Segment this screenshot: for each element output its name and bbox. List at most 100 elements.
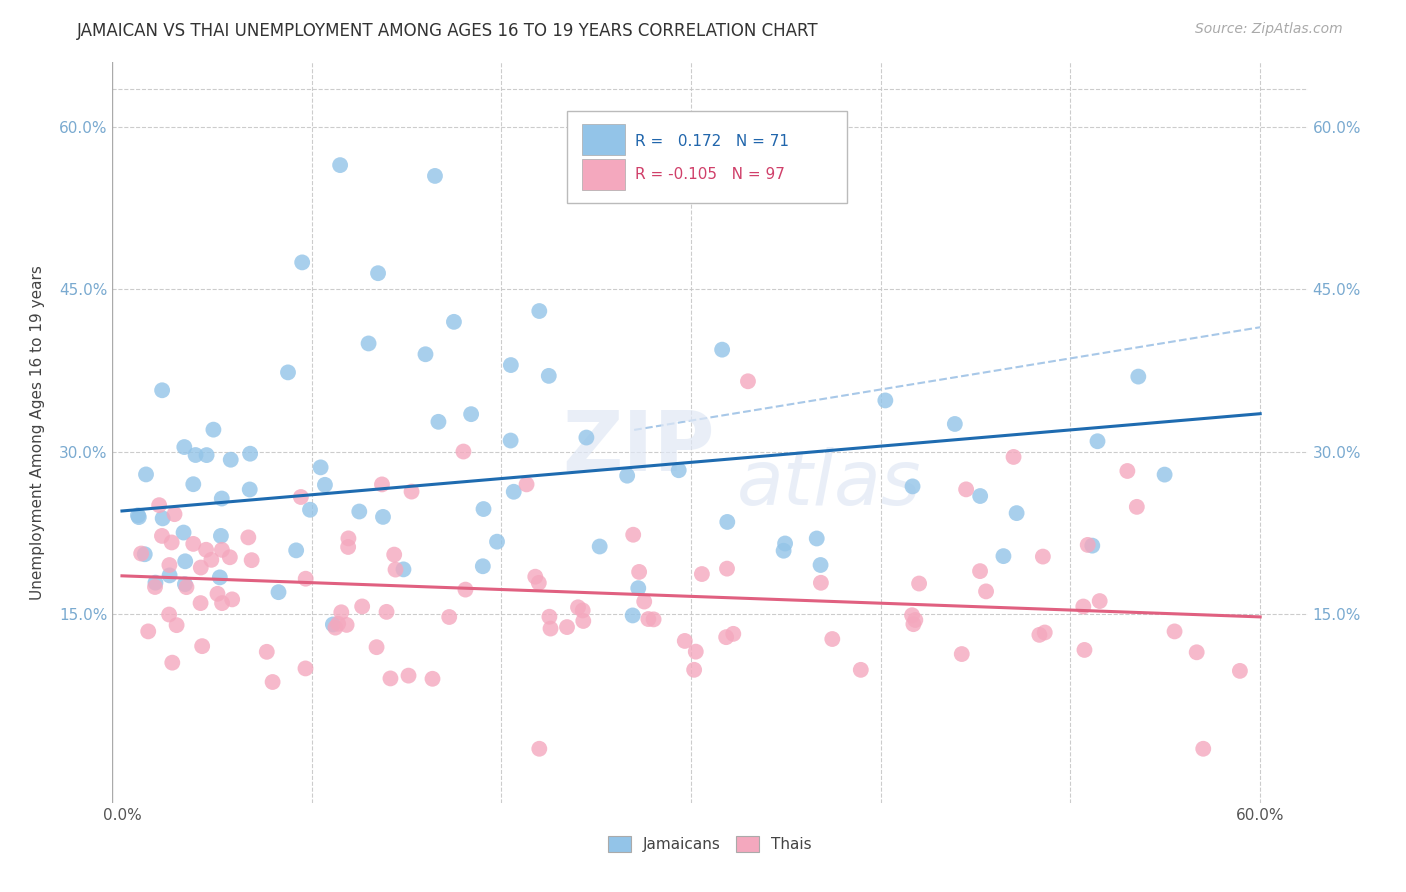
Point [267, 585, 290, 599]
Point [152, 511, 174, 525]
Point [1185, 645, 1208, 659]
Point [135, 467, 157, 482]
Text: R =   0.172   N = 71: R = 0.172 N = 71 [634, 135, 789, 149]
Point [1032, 549, 1054, 564]
Point [136, 624, 159, 639]
Point [352, 599, 374, 614]
Point [1087, 434, 1109, 449]
Point [294, 572, 316, 586]
Point [901, 479, 924, 493]
Point [714, 630, 737, 644]
Point [184, 448, 207, 462]
Point [209, 529, 232, 543]
Point [326, 616, 349, 631]
Point [1163, 624, 1185, 639]
Point [190, 560, 212, 574]
Point [471, 559, 494, 574]
Point [901, 608, 924, 623]
Point [621, 608, 644, 623]
Point [443, 315, 465, 329]
Point [239, 483, 262, 497]
Point [367, 266, 389, 280]
Point [572, 614, 595, 628]
Point [502, 484, 524, 499]
Point [330, 605, 353, 619]
Point [571, 603, 593, 617]
Point [969, 564, 991, 578]
Point [200, 553, 222, 567]
Text: atlas: atlas [737, 448, 922, 522]
Point [439, 610, 461, 624]
Point [690, 567, 713, 582]
Point [1071, 599, 1094, 614]
Point [157, 558, 180, 572]
Point [673, 634, 696, 648]
Point [219, 452, 242, 467]
Point [337, 540, 360, 554]
Point [314, 478, 336, 492]
Point [371, 509, 394, 524]
Point [336, 618, 359, 632]
Point [163, 507, 186, 521]
Point [1081, 539, 1104, 553]
Point [162, 656, 184, 670]
Point [290, 490, 312, 504]
Point [181, 477, 204, 491]
Point [628, 565, 651, 579]
Point [723, 627, 745, 641]
Point [540, 622, 562, 636]
Point [256, 645, 278, 659]
Point [337, 532, 360, 546]
Point [148, 498, 170, 512]
Y-axis label: Unemployment Among Ages 16 to 19 years: Unemployment Among Ages 16 to 19 years [31, 265, 45, 600]
Point [621, 527, 644, 541]
Point [174, 577, 197, 591]
Point [711, 343, 734, 357]
Point [239, 447, 262, 461]
Point [486, 534, 509, 549]
Point [357, 336, 380, 351]
Point [821, 632, 844, 646]
Point [325, 621, 347, 635]
Point [716, 561, 738, 575]
Text: JAMAICAN VS THAI UNEMPLOYMENT AMONG AGES 16 TO 19 YEARS CORRELATION CHART: JAMAICAN VS THAI UNEMPLOYMENT AMONG AGES… [77, 22, 818, 40]
Point [773, 536, 796, 550]
Point [150, 384, 173, 398]
Point [460, 407, 482, 421]
Point [627, 581, 650, 595]
Point [211, 542, 233, 557]
Point [423, 169, 446, 183]
Point [366, 640, 388, 655]
Point [499, 358, 522, 372]
Point [422, 672, 444, 686]
Point [955, 483, 977, 497]
Point [589, 540, 612, 554]
Point [195, 448, 218, 462]
Point [298, 502, 321, 516]
Point [1073, 643, 1095, 657]
Point [398, 668, 420, 682]
Point [537, 368, 560, 383]
Point [173, 525, 195, 540]
Point [527, 575, 550, 590]
Text: Source: ZipAtlas.com: Source: ZipAtlas.com [1195, 22, 1343, 37]
Point [637, 612, 659, 626]
Point [668, 463, 690, 477]
Point [127, 508, 149, 523]
Text: R = -0.105   N = 97: R = -0.105 N = 97 [634, 167, 785, 182]
Point [166, 618, 188, 632]
Point [129, 547, 152, 561]
Point [499, 434, 522, 448]
Point [453, 444, 475, 458]
Point [538, 609, 561, 624]
Point [277, 365, 299, 379]
Point [309, 460, 332, 475]
Point [392, 562, 415, 576]
Point [285, 543, 308, 558]
Point [1002, 450, 1025, 464]
Point [633, 594, 655, 608]
Point [291, 255, 314, 269]
Point [322, 617, 344, 632]
Point [329, 158, 352, 172]
Point [207, 587, 229, 601]
